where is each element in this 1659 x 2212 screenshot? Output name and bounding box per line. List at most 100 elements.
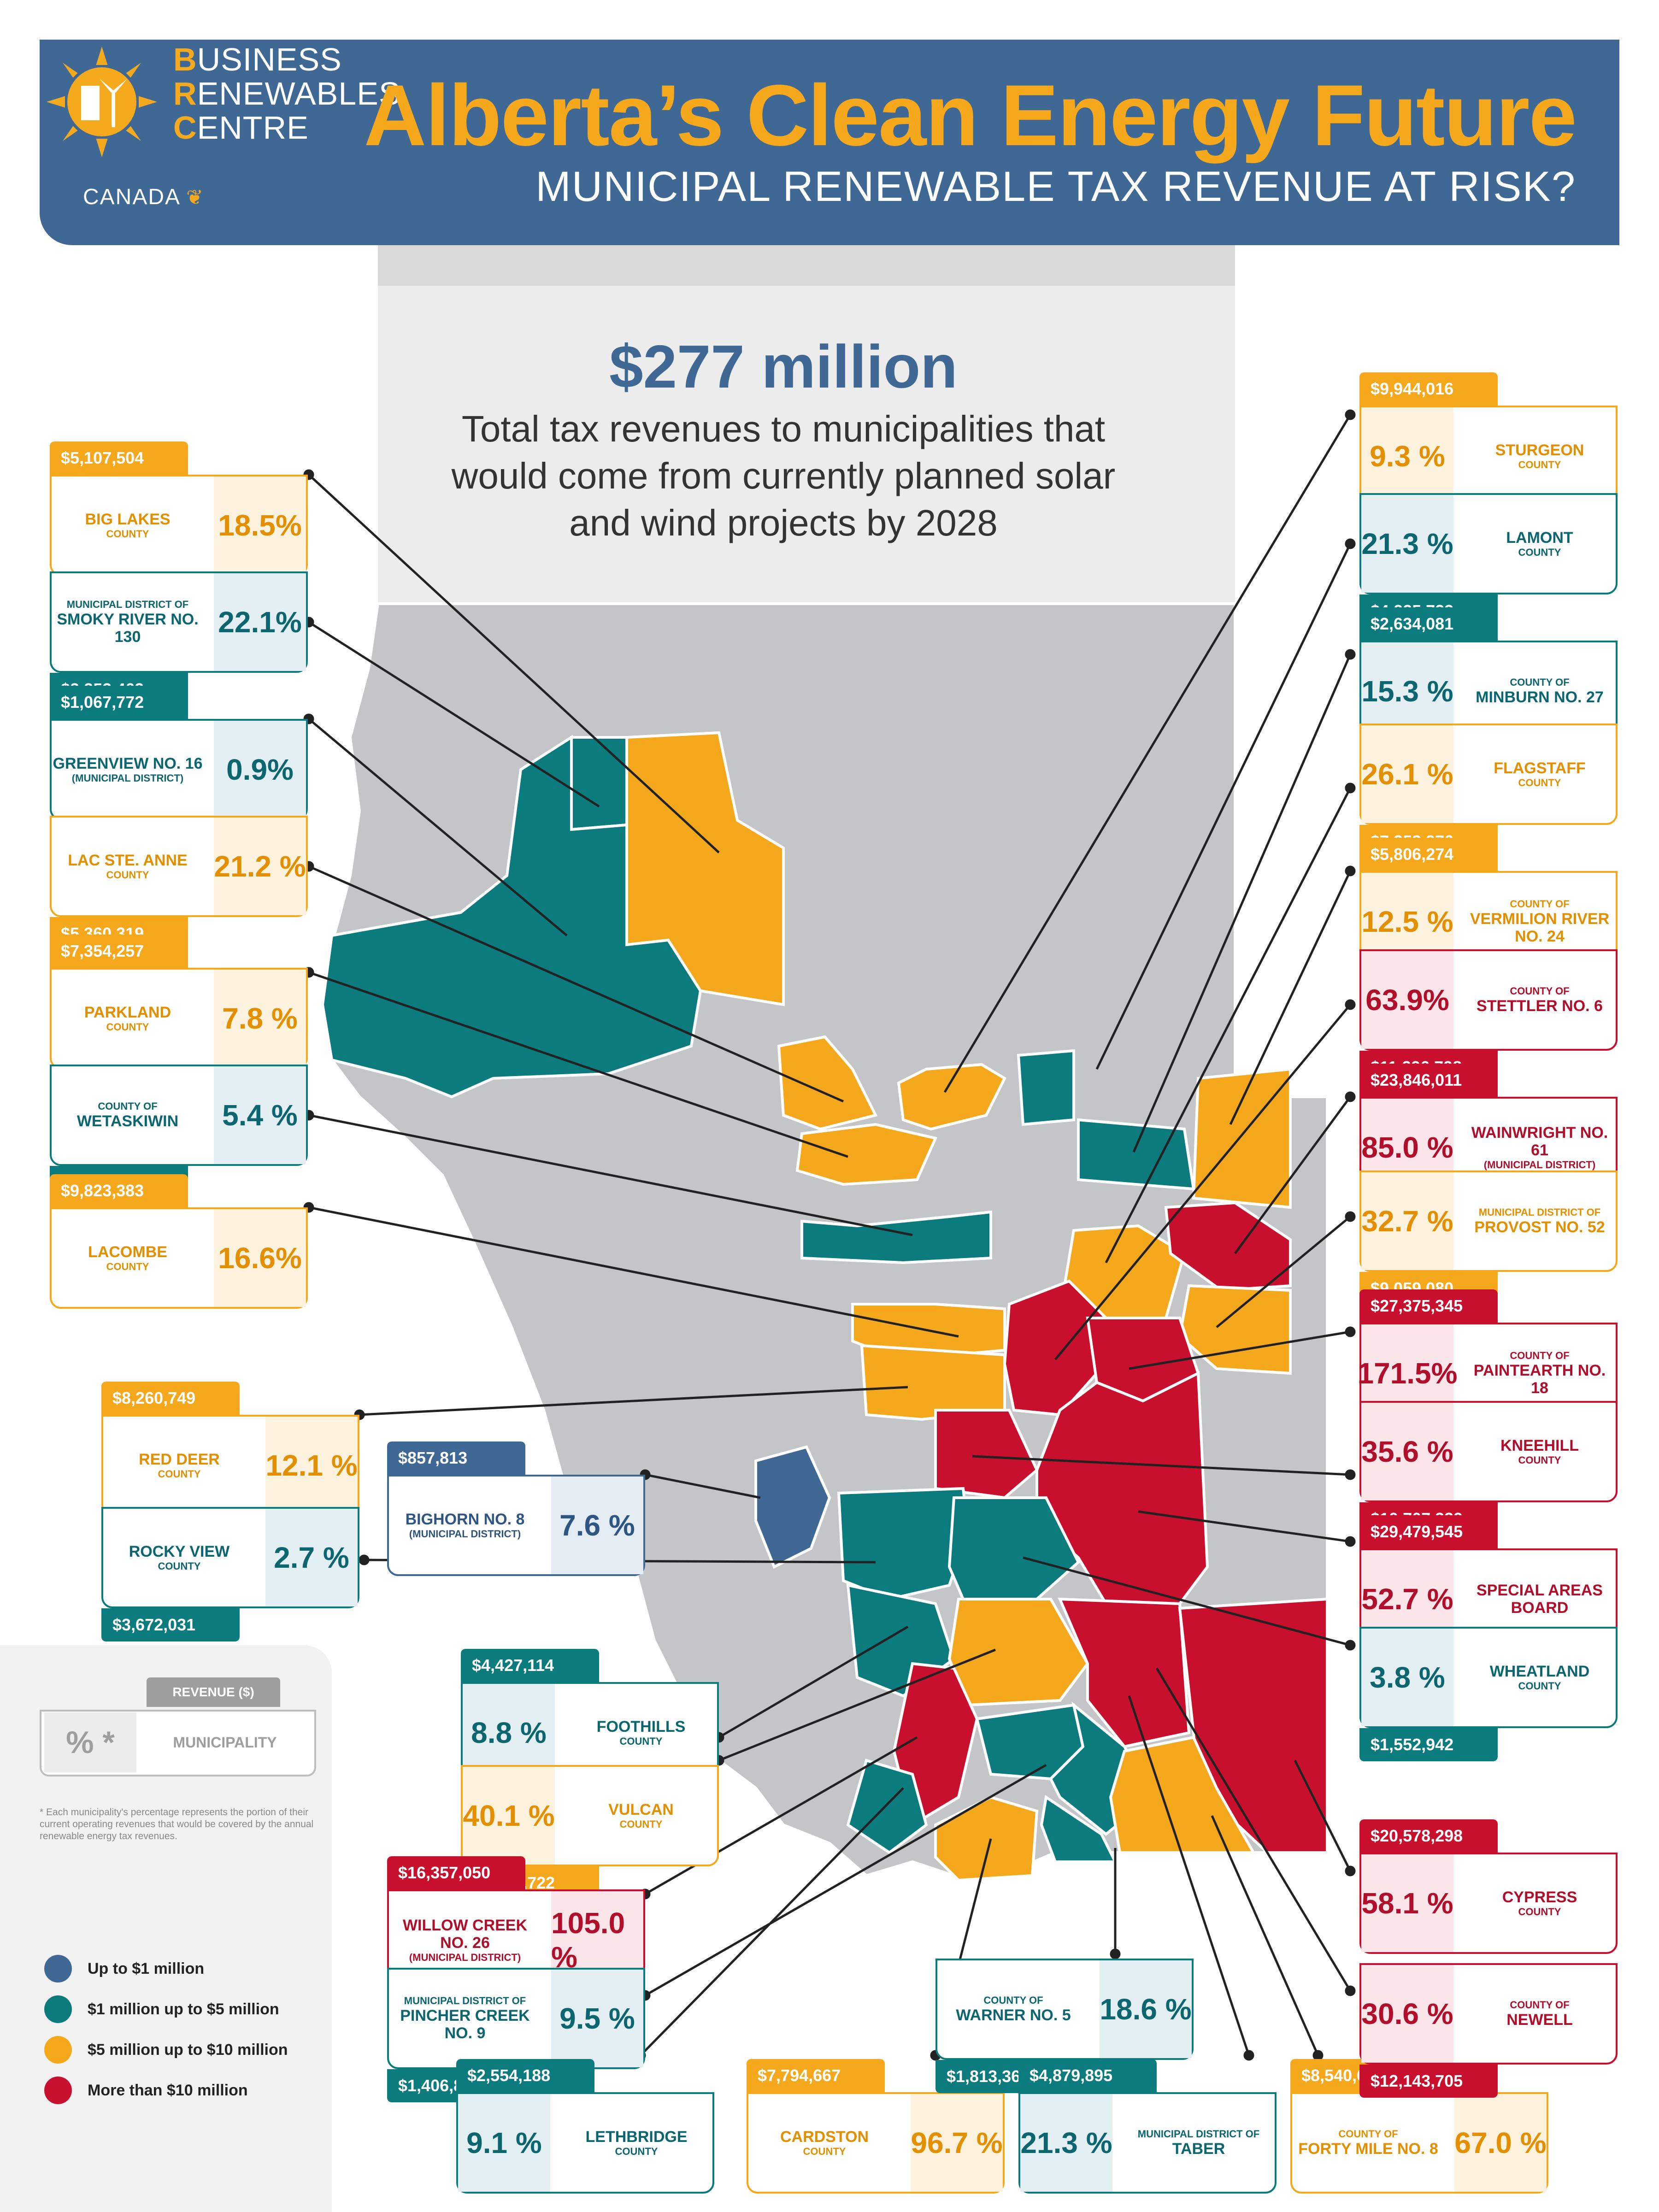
municipality-name: PROVOST NO. 52 xyxy=(1474,1218,1605,1236)
percent-value: 40.1 % xyxy=(463,1767,555,1865)
municipality-prefix: COUNTY OF xyxy=(1510,985,1570,997)
municipality-type: COUNTY xyxy=(106,1261,149,1272)
municipality-name-block: MUNICIPAL DISTRICT OF PINCHER CREEK NO. 9 xyxy=(389,1970,541,2067)
municipality-prefix: COUNTY OF xyxy=(1338,2128,1398,2140)
municipality-name-block: MUNICIPAL DISTRICT OF TABER xyxy=(1123,2094,1275,2192)
leader-taber xyxy=(1128,1695,1250,2056)
municipality-name-block: KNEEHILL COUNTY xyxy=(1464,1403,1616,1500)
revenue-tab: $5,806,274 xyxy=(1359,838,1498,871)
card-forty-mile-no-8: $8,540,624 67.0 % COUNTY OF FORTY MILE NO. … xyxy=(1290,2059,1548,2194)
revenue-tab: $3,672,031 xyxy=(101,1608,240,1641)
leader-lamont xyxy=(1095,543,1352,1070)
municipality-name-block: MUNICIPAL DISTRICT OF PROVOST NO. 52 xyxy=(1464,1172,1616,1270)
legend-pct-label: % * xyxy=(44,1712,136,1772)
municipality-prefix: MUNICIPAL DISTRICT OF xyxy=(66,599,189,610)
municipality-name: FLAGSTAFF xyxy=(1494,759,1586,777)
municipality-name-block: COUNTY OF WETASKIWIN xyxy=(52,1066,204,1164)
region-rocky-view xyxy=(837,1487,970,1601)
percent-value: 7.6 % xyxy=(551,1477,643,1574)
card-wheatland: $1,552,942 3.8 % WHEATLAND COUNTY xyxy=(1359,1627,1618,1761)
municipality-type: (MUNICIPAL DISTRICT) xyxy=(409,1528,521,1540)
percent-value: 32.7 % xyxy=(1361,1172,1453,1270)
municipality-name-block: WHEATLAND COUNTY xyxy=(1464,1629,1616,1726)
percent-value: 9.1 % xyxy=(458,2094,550,2192)
sun-wind-logo-icon xyxy=(47,47,157,157)
leader-cypress xyxy=(1294,1759,1352,1872)
percent-value: 21.3 % xyxy=(1020,2094,1112,2192)
card-newell: $12,143,705 30.6 % COUNTY OF NEWELL xyxy=(1359,1963,1618,2098)
leader-bighorn xyxy=(645,1473,761,1499)
municipality-name: LAC STE. ANNE xyxy=(68,852,188,869)
region-lac-ste-anne xyxy=(777,1035,878,1131)
percent-value: 58.1 % xyxy=(1361,1854,1453,1952)
leader-lacombe xyxy=(308,1206,959,1338)
municipality-prefix: COUNTY OF xyxy=(1510,677,1570,688)
brand-country: CANADA ❦ xyxy=(83,185,204,209)
municipality-name: LACOMBE xyxy=(88,1243,167,1261)
region-vermilion-river xyxy=(1192,1067,1292,1209)
region-greenview xyxy=(321,735,702,1099)
percent-value: 7.8 % xyxy=(214,970,306,1067)
header-banner xyxy=(40,40,1619,245)
percent-value: 21.3 % xyxy=(1361,495,1453,593)
municipality-name: CARDSTON xyxy=(780,2128,869,2146)
municipality-name: GREENVIEW No. 16 xyxy=(53,755,203,772)
legend-swatch xyxy=(44,2077,72,2104)
municipality-name-block: MUNICIPAL DISTRICT OF SMOKY RIVER No. 130 xyxy=(52,573,204,671)
revenue-tab: $7,354,257 xyxy=(50,935,188,968)
legend-item: More than $10 million xyxy=(44,2076,248,2105)
leader-flagstaff xyxy=(1105,787,1352,1264)
legend-item: $5 million up to $10 million xyxy=(44,2035,288,2065)
card-parkland: $7,354,257 7.8 % PARKLAND COUNTY xyxy=(50,935,308,1069)
card-rocky-view: $3,672,031 2.7 % ROCKY VIEW COUNTY xyxy=(101,1507,359,1641)
revenue-tab: $5,107,504 xyxy=(50,441,188,475)
legend-swatch xyxy=(44,1955,72,1983)
municipality-name: WAINWRIGHT No. 61 xyxy=(1471,1124,1608,1159)
municipality-name-block: LAMONT COUNTY xyxy=(1464,495,1616,593)
northern-unincorporated-area xyxy=(378,245,1235,604)
municipality-type: COUNTY xyxy=(619,1818,663,1830)
legend-revenue-label: REVENUE ($) xyxy=(147,1677,280,1707)
card-taber: $4,879,895 21.3 % MUNICIPAL DISTRICT OF TAB… xyxy=(1018,2059,1277,2194)
municipality-type: (MUNICIPAL DISTRICT) xyxy=(409,1952,521,1963)
percent-value: 22.1% xyxy=(214,573,306,671)
brand-name: BUSINESS RENEWABLES CENTRE xyxy=(173,41,401,146)
municipality-name: STETTLER No. 6 xyxy=(1477,997,1603,1015)
municipality-name: FORTY MILE NO. 8 xyxy=(1298,2140,1438,2158)
leader-greenview xyxy=(308,718,568,936)
municipality-name: WILLOW CREEK NO. 26 xyxy=(402,1917,528,1952)
municipality-name-block: COUNTY OF VERMILION RIVER NO. 24 xyxy=(1464,873,1616,971)
revenue-tab: $12,143,705 xyxy=(1359,2065,1498,2098)
northern-band xyxy=(378,245,1235,286)
municipality-type: COUNTY xyxy=(803,2146,846,2157)
municipality-name-block: RED DEER COUNTY xyxy=(103,1417,255,1514)
municipality-name: SMOKY RIVER No. 130 xyxy=(57,611,199,646)
revenue-tab: $27,375,345 xyxy=(1359,1289,1498,1323)
leader-special-areas xyxy=(1138,1510,1351,1543)
municipality-name: KNEEHILL xyxy=(1500,1437,1579,1454)
municipality-prefix: COUNTY OF xyxy=(1510,1999,1570,2011)
revenue-tab: $20,578,298 xyxy=(1359,1819,1498,1853)
municipality-type: COUNTY xyxy=(1518,1906,1561,1918)
municipality-type: COUNTY xyxy=(158,1468,201,1480)
municipality-name-block: GREENVIEW No. 16 (MUNICIPAL DISTRICT) xyxy=(52,721,204,818)
legend-label: Up to $1 million xyxy=(88,1959,205,1977)
municipality-name-block: COUNTY OF MINBURN No. 27 xyxy=(1464,642,1616,740)
card-red-deer: $8,260,749 12.1 % RED DEER COUNTY xyxy=(101,1382,359,1516)
revenue-tab: $2,554,188 xyxy=(456,2059,594,2092)
municipality-name: BIG LAKES xyxy=(85,511,171,528)
municipality-prefix: MUNICIPAL DISTRICT OF xyxy=(1478,1206,1601,1218)
municipality-name: MINBURN No. 27 xyxy=(1476,688,1604,706)
legend-label: More than $10 million xyxy=(88,2081,248,2099)
region-wetaskiwin xyxy=(800,1210,992,1265)
leader-wainwright xyxy=(1234,1096,1352,1254)
municipality-prefix: MUNICIPAL DISTRICT OF xyxy=(404,1995,526,2006)
leader-provost xyxy=(1216,1216,1351,1328)
maple-leaf-icon: ❦ xyxy=(186,186,204,209)
brand-line-1: USINESS xyxy=(197,41,342,77)
card-cypress: $20,578,298 58.1 % CYPRESS COUNTY xyxy=(1359,1819,1618,1954)
leader-big-lakes xyxy=(308,474,720,853)
leader-wetaskiwin xyxy=(308,1114,913,1236)
